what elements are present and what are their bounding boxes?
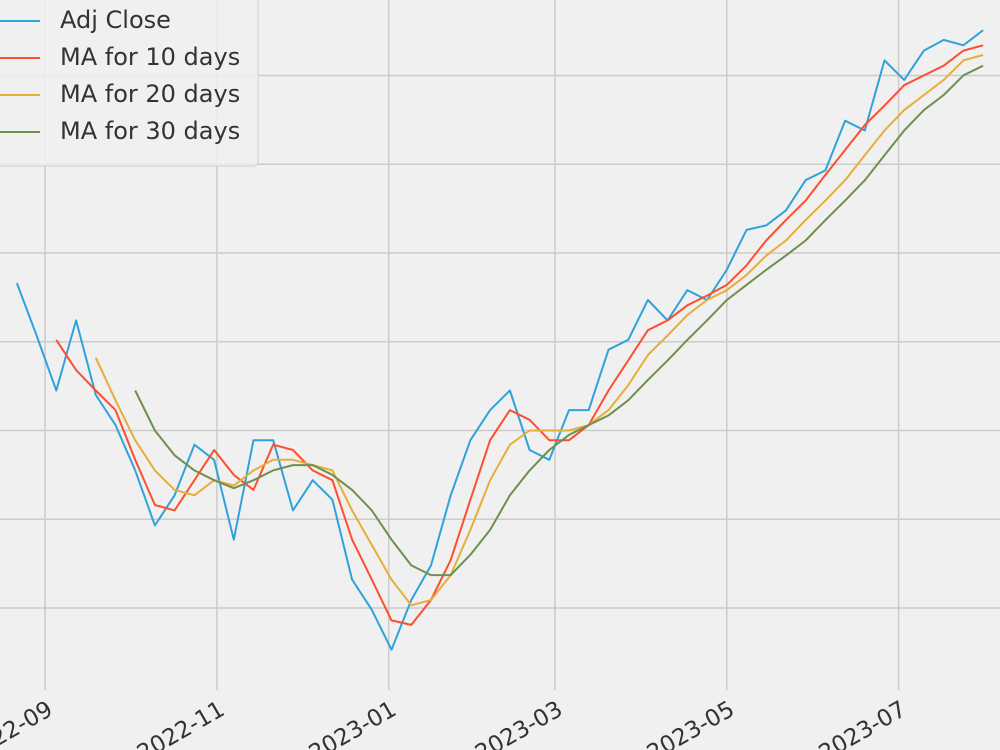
x-tick-label: 2022-11 (133, 696, 229, 750)
series-line (55, 44, 984, 626)
legend-label: MA for 30 days (60, 117, 240, 145)
series-line (134, 64, 984, 577)
x-tick-label: 2023-07 (815, 696, 911, 750)
legend-box (0, 0, 259, 167)
legend-label: MA for 10 days (60, 43, 240, 71)
legend: Adj Close MA for 10 days MA for 20 days MA … (0, 0, 259, 167)
series-line (94, 54, 984, 607)
x-tick-label: 2023-01 (305, 696, 401, 750)
legend-label: MA for 20 days (60, 80, 240, 108)
legend-label: Adj Close (60, 6, 171, 34)
series-line (15, 29, 984, 651)
x-tick-label: 2023-05 (643, 696, 739, 750)
x-tick-label: 2023-03 (471, 696, 567, 750)
x-tick-label: 2022-09 (0, 696, 57, 750)
